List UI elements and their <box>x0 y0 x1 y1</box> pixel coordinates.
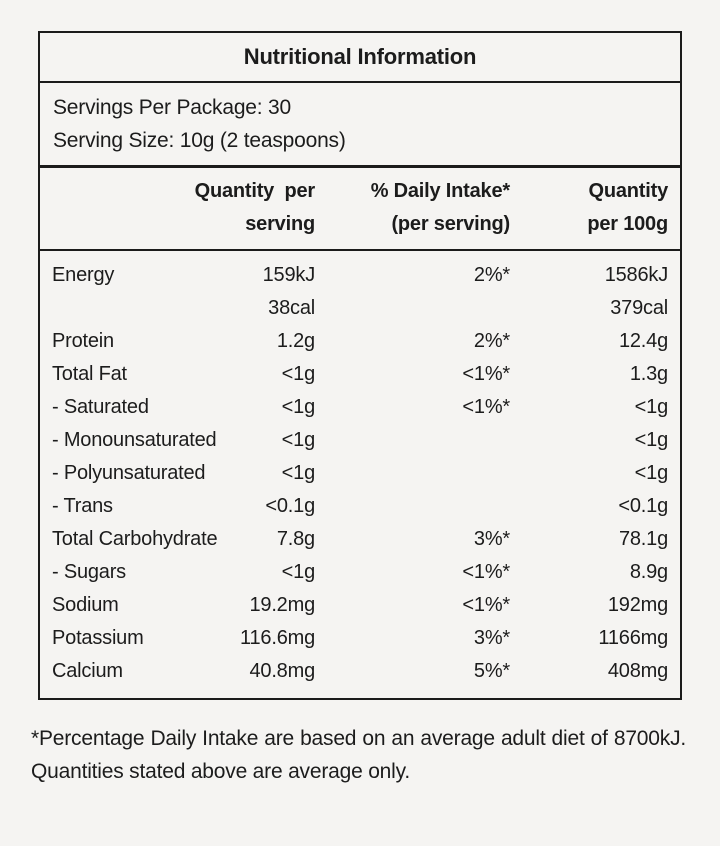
value-quantity-per-100g: 78.1g <box>618 528 668 550</box>
servings-per-package: Servings Per Package: 30 <box>53 96 292 119</box>
nutrient-label: Total Fat <box>52 363 127 385</box>
value-quantity-per-serving: <1g <box>281 396 316 418</box>
value-quantity-per-100g: 192mg <box>607 594 668 616</box>
serving-size: Serving Size: 10g (2 teaspoons) <box>53 129 346 152</box>
nutrient-row: Protein 1.2g 2%* 12.4g <box>52 325 668 358</box>
nutrient-label: Energy <box>52 264 115 286</box>
value-daily-intake: 2%* <box>473 264 510 286</box>
nutrient-row: Calcium 40.8mg 5%* 408mg <box>52 655 668 688</box>
value-quantity-per-100g: <1g <box>634 462 669 484</box>
value-quantity-per-100g: 8.9g <box>629 561 668 583</box>
value-quantity-per-100g: 12.4g <box>618 330 668 352</box>
value-quantity-per-100g: 1586kJ 379cal <box>604 264 668 319</box>
value-daily-intake: <1%* <box>462 396 510 418</box>
nutrient-label: Total Carbohydrate <box>52 528 218 550</box>
value-quantity-per-100g: <0.1g <box>618 495 668 517</box>
column-header-daily-intake: % Daily Intake* (per serving) <box>370 180 510 235</box>
value-daily-intake: <1%* <box>462 363 510 385</box>
value-quantity-per-100g: <1g <box>634 429 669 451</box>
value-quantity-per-serving: 19.2mg <box>249 594 315 616</box>
nutrient-row: Energy 159kJ 38cal 2%* 1586kJ 379cal <box>52 259 668 325</box>
value-daily-intake: 5%* <box>473 660 510 682</box>
nutrient-row: - Monounsaturated <1g <1g <box>52 424 668 457</box>
value-quantity-per-100g: <1g <box>634 396 669 418</box>
nutrient-label: Protein <box>52 330 114 352</box>
title-section: Nutritional Information <box>40 33 680 83</box>
nutrient-row: - Sugars <1g <1%* 8.9g <box>52 556 668 589</box>
nutrient-label: Potassium <box>52 627 144 649</box>
value-daily-intake: 3%* <box>473 528 510 550</box>
nutrient-label: - Trans <box>52 495 113 517</box>
value-quantity-per-serving: <1g <box>281 429 316 451</box>
value-quantity-per-serving: 159kJ 38cal <box>262 264 316 319</box>
value-quantity-per-serving: <1g <box>281 561 316 583</box>
value-daily-intake: 3%* <box>473 627 510 649</box>
value-quantity-per-100g: 408mg <box>607 660 668 682</box>
nutrition-information-panel: Nutritional Information Servings Per Pac… <box>38 31 682 700</box>
nutrient-label: - Polyunsaturated <box>52 462 206 484</box>
value-daily-intake: 2%* <box>473 330 510 352</box>
nutrient-row: Sodium 19.2mg <1%* 192mg <box>52 589 668 622</box>
column-header-quantity-per-serving: Quantity per serving <box>194 180 316 235</box>
nutrient-rows: Energy 159kJ 38cal 2%* 1586kJ 379cal Protein… <box>40 251 680 698</box>
nutrient-label: - Saturated <box>52 396 149 418</box>
value-daily-intake: <1%* <box>462 561 510 583</box>
column-header-row: Quantity per serving % Daily Intake* (pe… <box>40 168 680 251</box>
value-daily-intake: <1%* <box>462 594 510 616</box>
nutrient-label: - Sugars <box>52 561 126 583</box>
value-quantity-per-serving: <1g <box>281 462 316 484</box>
nutrient-row: Total Fat <1g <1%* 1.3g <box>52 358 668 391</box>
nutrient-label: Sodium <box>52 594 119 616</box>
value-quantity-per-serving: 7.8g <box>276 528 315 550</box>
panel-title: Nutritional Information <box>243 44 477 69</box>
value-quantity-per-serving: 116.6mg <box>240 627 315 649</box>
nutrient-label: - Monounsaturated <box>52 429 217 451</box>
nutrient-row: Potassium 116.6mg 3%* 1166mg <box>52 622 668 655</box>
nutrient-row: - Polyunsaturated <1g <1g <box>52 457 668 490</box>
servings-section: Servings Per Package: 30 Serving Size: 1… <box>40 83 680 168</box>
value-quantity-per-serving: 40.8mg <box>249 660 315 682</box>
nutrient-row: - Trans <0.1g <0.1g <box>52 490 668 523</box>
footnote: *Percentage Daily Intake are based on an… <box>31 727 686 783</box>
value-quantity-per-serving: 1.2g <box>276 330 315 352</box>
nutrient-row: Total Carbohydrate 7.8g 3%* 78.1g <box>52 523 668 556</box>
value-quantity-per-100g: 1.3g <box>629 363 668 385</box>
value-quantity-per-100g: 1166mg <box>598 627 668 649</box>
value-quantity-per-serving: <0.1g <box>265 495 315 517</box>
column-header-quantity-per-100g: Quantity per 100g <box>587 180 668 235</box>
nutrient-row: - Saturated <1g <1%* <1g <box>52 391 668 424</box>
value-quantity-per-serving: <1g <box>281 363 316 385</box>
nutrient-label: Calcium <box>52 660 123 682</box>
